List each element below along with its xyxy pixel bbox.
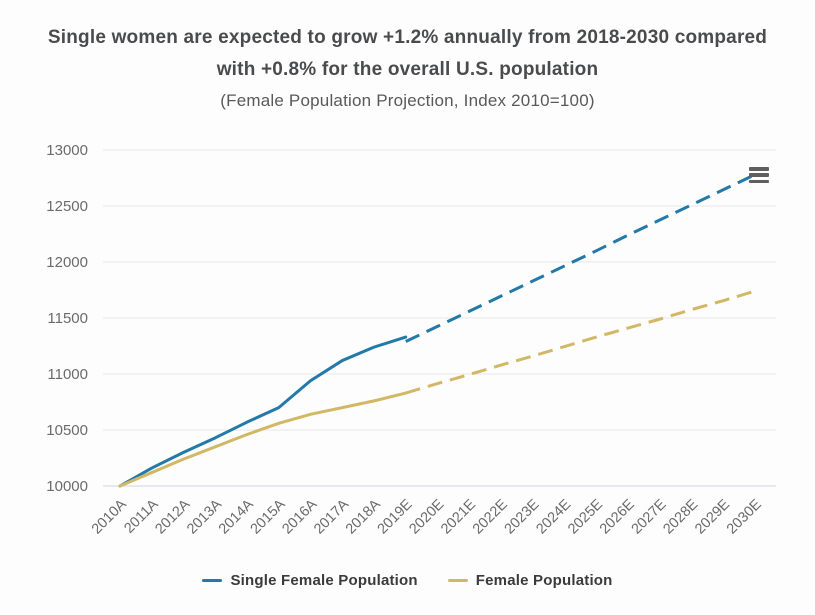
chart-header: Single women are expected to grow +1.2% … bbox=[0, 0, 815, 113]
x-axis-label: 2025E bbox=[565, 496, 606, 537]
plot-svg: 10000 10500 11000 11500 12000 12500 13000 2010A… bbox=[46, 142, 776, 537]
x-axis-label: 2021E bbox=[438, 496, 479, 537]
legend-item-female[interactable]: Female Population bbox=[447, 572, 613, 589]
x-axis-label: 2026E bbox=[597, 496, 638, 537]
legend-label-single-female: Single Female Population bbox=[230, 572, 418, 589]
chart-title-line-2: with +0.8% for the overall U.S. populati… bbox=[216, 59, 599, 80]
chart-legend: Single Female Population Female Populati… bbox=[0, 572, 815, 589]
x-axis-label: 2030E bbox=[724, 496, 765, 537]
legend-swatch-female bbox=[447, 578, 468, 583]
legend-item-single-female[interactable]: Single Female Population bbox=[202, 572, 418, 589]
series-line-dashed bbox=[405, 289, 756, 395]
series-line-dashed bbox=[405, 173, 756, 343]
legend-swatch-single-female bbox=[202, 578, 223, 583]
hamburger-menu-icon[interactable] bbox=[749, 166, 771, 184]
x-axis-label: 2020E bbox=[406, 496, 447, 537]
plot-area: 10000 10500 11000 11500 12000 12500 13000 2010A… bbox=[0, 115, 815, 560]
hamburger-bar bbox=[749, 167, 769, 171]
x-axis-label: 2018A bbox=[343, 496, 384, 537]
x-axis-label: 2012A bbox=[152, 496, 193, 537]
x-axis-label: 2027E bbox=[629, 496, 670, 537]
y-axis-label: 12000 bbox=[46, 254, 88, 271]
x-axis-label: 2015A bbox=[248, 496, 289, 537]
hamburger-bar bbox=[749, 173, 769, 177]
y-axis-label: 10500 bbox=[46, 422, 88, 439]
chart-subtitle: (Female Population Projection, Index 201… bbox=[220, 91, 595, 110]
y-axis-label: 10000 bbox=[46, 478, 88, 495]
x-axis-label: 2014A bbox=[216, 496, 257, 537]
y-axis-label: 11500 bbox=[47, 310, 88, 327]
x-axis-label: 2028E bbox=[660, 496, 701, 537]
x-axis-label: 2010A bbox=[89, 496, 130, 537]
y-axis-label: 12500 bbox=[46, 198, 88, 215]
x-axis-label: 2013A bbox=[184, 496, 225, 537]
legend-label-female: Female Population bbox=[475, 572, 613, 589]
x-axis-label: 2019E bbox=[375, 496, 416, 537]
x-axis-label: 2023E bbox=[502, 496, 543, 537]
chart-title-line-1: Single women are expected to grow +1.2% … bbox=[47, 27, 768, 48]
series-line-solid bbox=[118, 335, 408, 488]
x-axis-label: 2024E bbox=[533, 496, 574, 537]
x-axis-label: 2017A bbox=[311, 496, 352, 537]
x-axis-label: 2016A bbox=[279, 496, 320, 537]
y-axis-label: 13000 bbox=[46, 142, 88, 159]
series-line-solid bbox=[118, 391, 408, 488]
x-axis-label: 2022E bbox=[470, 496, 511, 537]
x-axis-label: 2029E bbox=[692, 496, 733, 537]
y-axis-label: 11000 bbox=[47, 366, 88, 383]
hamburger-bar bbox=[749, 179, 769, 183]
